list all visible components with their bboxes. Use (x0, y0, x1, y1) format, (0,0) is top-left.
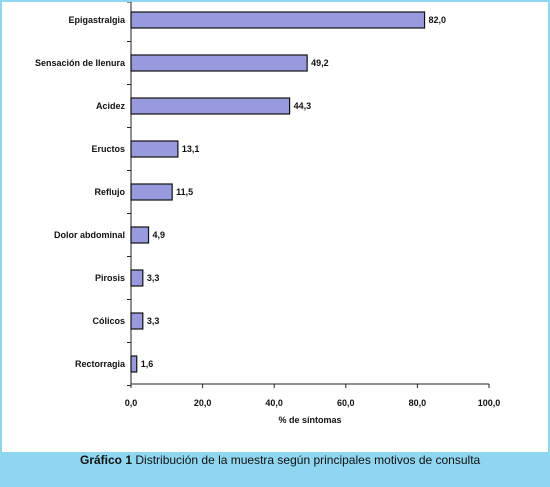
value-label: 44,3 (294, 101, 312, 111)
bar (130, 355, 138, 373)
category-label: Cólicos (92, 316, 125, 326)
x-tick-label: 60,0 (337, 398, 355, 408)
x-tick-label: 20,0 (194, 398, 212, 408)
bar (130, 269, 144, 287)
category-label: Rectorragia (75, 359, 126, 369)
category-label: Acidez (96, 101, 126, 111)
value-label: 82,0 (429, 15, 447, 25)
category-label: Dolor abdominal (54, 230, 125, 240)
figure-caption: Gráfico 1 Distribución de la muestra seg… (80, 454, 520, 467)
bar (130, 140, 179, 158)
x-tick-label: 40,0 (265, 398, 283, 408)
value-label: 49,2 (311, 58, 329, 68)
bar (130, 11, 426, 29)
category-label: Reflujo (95, 187, 126, 197)
value-label: 13,1 (182, 144, 200, 154)
x-tick-label: 80,0 (409, 398, 427, 408)
bar (130, 183, 173, 201)
x-tick-label: 0,0 (125, 398, 138, 408)
category-label: Epigastralgia (68, 15, 126, 25)
bar (130, 312, 144, 330)
caption-text: Distribución de la muestra según princip… (132, 453, 481, 467)
value-label: 3,3 (147, 316, 160, 326)
bar (130, 97, 291, 115)
x-tick-label: 100,0 (478, 398, 501, 408)
chart-panel: Epigastralgia Sensación de llenura Acidez E… (2, 2, 548, 452)
bar-chart: Epigastralgia Sensación de llenura Acidez E… (35, 2, 501, 425)
category-label: Eructos (91, 144, 125, 154)
bar (130, 54, 308, 72)
caption-label: Gráfico 1 (80, 453, 133, 467)
category-label: Pirosis (95, 273, 125, 283)
value-label: 11,5 (176, 187, 193, 197)
category-label: Sensación de llenura (35, 58, 126, 68)
value-label: 3,3 (147, 273, 160, 283)
bar (130, 226, 150, 244)
value-label: 4,9 (153, 230, 166, 240)
x-axis-label: % de síntomas (278, 415, 341, 425)
value-label: 1,6 (141, 359, 154, 369)
